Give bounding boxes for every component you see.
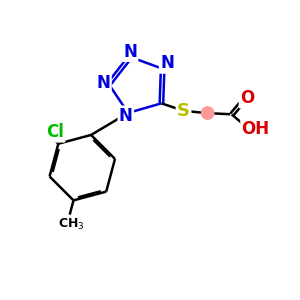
Text: CH$_3$: CH$_3$ xyxy=(58,217,85,232)
Circle shape xyxy=(240,92,254,105)
Text: S: S xyxy=(177,102,190,120)
Text: N: N xyxy=(119,107,133,125)
Text: Cl: Cl xyxy=(46,123,64,141)
Text: N: N xyxy=(123,43,137,61)
Text: O: O xyxy=(240,89,254,107)
Circle shape xyxy=(202,107,214,119)
Text: OH: OH xyxy=(242,120,270,138)
Text: N: N xyxy=(97,74,110,92)
Text: N: N xyxy=(160,55,174,73)
